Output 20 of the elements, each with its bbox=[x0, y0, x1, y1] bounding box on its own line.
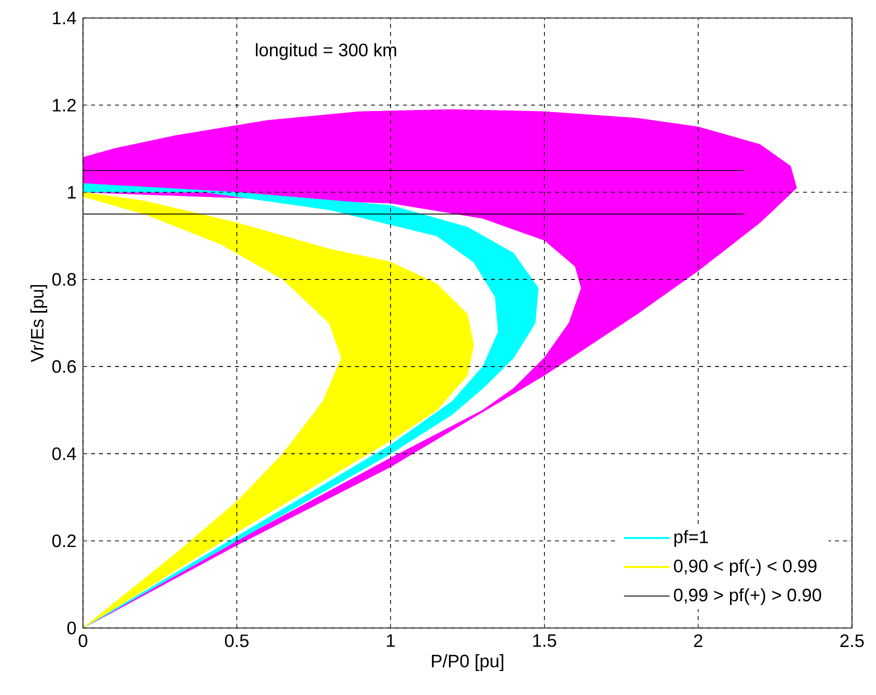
y-tick-label: 1.4 bbox=[52, 12, 76, 24]
legend-label: pf=1 bbox=[674, 530, 708, 547]
y-tick-label: 0.6 bbox=[52, 360, 76, 373]
y-tick-label: 1 bbox=[68, 186, 76, 198]
y-axis-title: Vr/Es [pu] bbox=[30, 285, 48, 362]
x-tick-label: 1 bbox=[386, 634, 395, 647]
x-tick-label: 0.5 bbox=[225, 634, 249, 648]
x-tick-label: 1.5 bbox=[533, 634, 556, 647]
x-tick-label: 0 bbox=[78, 634, 88, 648]
x-axis-title: P/P0 [pu] bbox=[432, 654, 504, 671]
y-tick-label: 0.2 bbox=[52, 534, 76, 548]
y-tick-label: 1.2 bbox=[52, 98, 76, 112]
y-tick-label: 0.4 bbox=[52, 447, 76, 460]
x-tick-label: 2.5 bbox=[840, 634, 864, 648]
x-tick-label: 2 bbox=[694, 634, 702, 647]
legend-label: 0,99 > pf(+) > 0.90 bbox=[674, 588, 822, 605]
legend-label: 0,90 < pf(-) < 0.99 bbox=[674, 559, 816, 576]
y-tick-label: 0.8 bbox=[52, 273, 76, 286]
annotation: longitud = 300 km bbox=[256, 43, 396, 60]
y-tick-label: 0 bbox=[67, 622, 76, 634]
